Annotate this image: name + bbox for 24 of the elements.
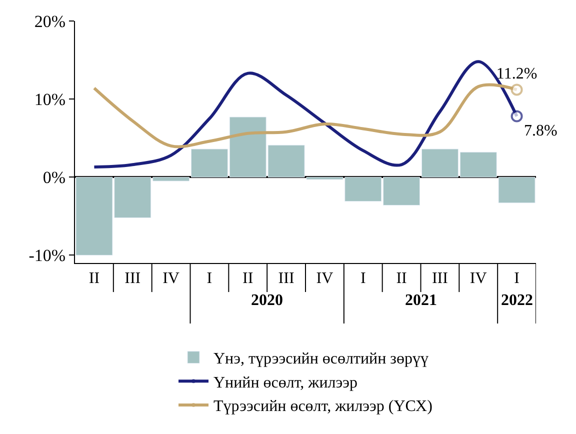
x-tick-label: I (206, 270, 212, 288)
x-tick-label: III (432, 270, 448, 288)
y-tick-label: 10% (34, 90, 66, 110)
x-tick-label: IV (470, 270, 488, 288)
y-tick-label: 20% (34, 12, 66, 31)
x-tick-label: I (514, 270, 520, 288)
x-tick-label: II (88, 270, 100, 288)
data-label: 11.2% (496, 65, 538, 82)
text: 2020 (251, 292, 283, 309)
x-tick-label: III (124, 270, 141, 288)
text: 2022 (501, 292, 533, 309)
y-tick-label: -10% (28, 246, 66, 266)
legend-label: Үнийн өсөлт, жилээр (214, 374, 358, 392)
y-tick-label: 0% (42, 168, 66, 188)
x-tick-label: IV (316, 270, 334, 288)
x-tick-label: I (360, 270, 366, 288)
x-tick-label: II (242, 270, 254, 288)
data-label: 7.8% (524, 122, 558, 140)
x-tick-label: III (278, 270, 294, 288)
text: 2021 (405, 292, 437, 309)
x-tick-label: II (396, 270, 407, 288)
legend-label: Түрээсийн өсөлт, жилээр (ҮСХ) (214, 398, 432, 416)
legend-label: Үнэ, түрээсийн өсөлтийн зөрүү (214, 350, 428, 368)
x-tick-label: IV (162, 270, 180, 288)
